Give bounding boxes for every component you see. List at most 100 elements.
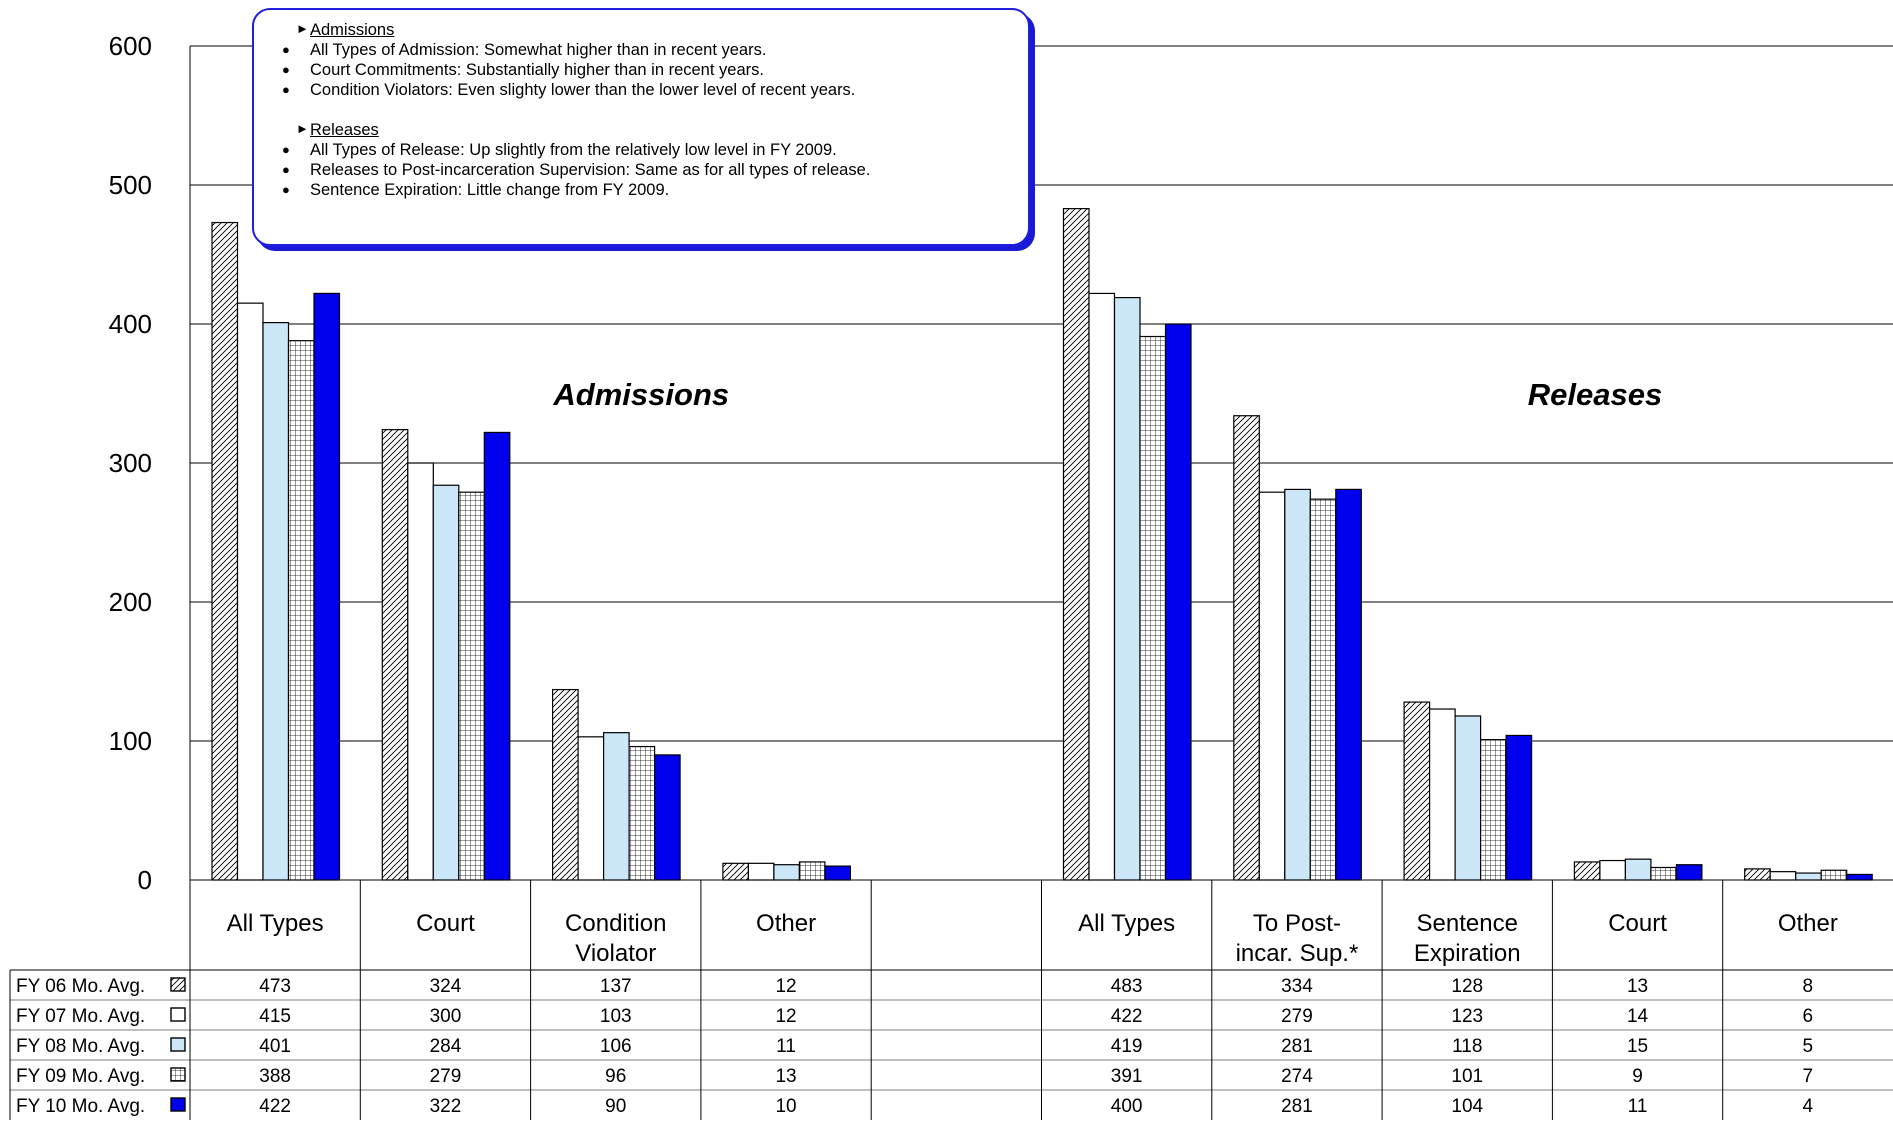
note-item: All Types of Release: Up slightly from t… <box>282 140 1028 160</box>
bar <box>628 745 656 881</box>
releases-heading: ► Releases <box>282 120 1028 140</box>
note-item: Court Commitments: Substantially higher … <box>282 60 1028 80</box>
bar <box>577 736 605 881</box>
table-cell: 483 <box>1111 976 1143 997</box>
y-tick-label: 500 <box>109 170 152 200</box>
y-tick-label: 0 <box>138 865 152 895</box>
releases-notes: All Types of Release: Up slightly from t… <box>282 140 1028 200</box>
table-cell: 7 <box>1803 1066 1814 1087</box>
x-tick-label: To Post- <box>1253 910 1341 937</box>
table-cell: 284 <box>430 1036 462 1057</box>
x-tick-label: incar. Sup.* <box>1236 940 1359 967</box>
bar <box>1454 715 1482 881</box>
x-tick-label: Court <box>1608 910 1667 937</box>
bar <box>551 688 579 881</box>
x-tick-label: Other <box>1778 910 1838 937</box>
x-tick-label: Expiration <box>1414 940 1521 967</box>
table-cell: 400 <box>1111 1096 1143 1117</box>
bar <box>824 865 852 881</box>
bar <box>407 462 434 881</box>
table-cell: 415 <box>259 1006 291 1027</box>
triangle-bullet-icon: ► <box>296 121 309 136</box>
bar <box>1573 861 1601 881</box>
bar <box>1335 488 1362 881</box>
note-item: Condition Violators: Even slighty lower … <box>282 80 1028 100</box>
table-cell: 322 <box>430 1096 462 1117</box>
table-cell: 401 <box>259 1036 291 1057</box>
table-cell: 128 <box>1451 976 1483 997</box>
legend-label: FY 07 Mo. Avg. <box>16 1006 145 1027</box>
bar <box>1164 323 1192 881</box>
table-cell: 123 <box>1451 1006 1483 1027</box>
legend-swatch <box>170 1007 186 1022</box>
bar <box>1769 871 1797 881</box>
bar <box>798 861 826 881</box>
table-cell: 96 <box>605 1066 626 1087</box>
bar <box>1088 292 1116 881</box>
bar <box>432 484 460 881</box>
table-cell: 324 <box>430 976 462 997</box>
bar <box>1403 701 1431 881</box>
note-item: Sentence Expiration: Little change from … <box>282 180 1028 200</box>
bar <box>236 302 264 881</box>
bar <box>1284 488 1311 881</box>
table-cell: 279 <box>430 1066 462 1087</box>
bar <box>602 732 630 881</box>
x-tick-label: Condition <box>565 910 666 937</box>
bar <box>1062 208 1090 881</box>
table-cell: 391 <box>1111 1066 1143 1087</box>
table-cell: 422 <box>1111 1006 1143 1027</box>
legend-swatch <box>170 1037 186 1052</box>
admissions-heading: ► Admissions <box>282 20 1028 40</box>
table-cell: 14 <box>1627 1006 1649 1027</box>
releases-heading-text: Releases <box>310 121 379 139</box>
note-item: Releases to Post-incarceration Supervisi… <box>282 160 1028 180</box>
x-tick-label: Other <box>756 910 816 937</box>
bar <box>747 862 775 881</box>
legend-label: FY 09 Mo. Avg. <box>16 1066 145 1087</box>
x-tick-label: All Types <box>227 910 324 937</box>
x-tick-label: All Types <box>1078 910 1175 937</box>
bar <box>1846 873 1873 881</box>
triangle-bullet-icon: ► <box>296 21 309 36</box>
table-cell: 12 <box>775 1006 796 1027</box>
bar <box>483 431 511 881</box>
admissions-heading-text: Admissions <box>310 21 395 39</box>
bar <box>287 340 315 881</box>
group-title: Admissions <box>552 377 729 412</box>
table-cell: 8 <box>1803 976 1814 997</box>
bar <box>1309 498 1337 881</box>
bar <box>458 491 485 881</box>
y-tick-label: 200 <box>109 587 152 617</box>
bar <box>1479 739 1507 881</box>
table-cell: 274 <box>1281 1066 1313 1087</box>
y-tick-label: 100 <box>109 726 152 756</box>
table-cell: 90 <box>605 1096 626 1117</box>
table-cell: 422 <box>259 1096 291 1117</box>
admissions-notes: All Types of Admission: Somewhat higher … <box>282 40 1028 100</box>
note-item: All Types of Admission: Somewhat higher … <box>282 40 1028 60</box>
table-cell: 11 <box>776 1036 796 1057</box>
bar <box>262 322 290 881</box>
bar <box>1599 859 1627 881</box>
bar <box>313 292 341 881</box>
x-tick-label: Violator <box>575 940 656 967</box>
table-cell: 12 <box>775 976 796 997</box>
bar <box>722 862 750 881</box>
y-tick-label: 600 <box>109 31 152 61</box>
bar <box>1505 734 1533 881</box>
x-tick-label: Court <box>416 910 475 937</box>
bar <box>1428 708 1456 881</box>
bar <box>381 429 409 881</box>
bar <box>1820 869 1848 881</box>
table-cell: 300 <box>430 1006 462 1027</box>
bar <box>653 754 681 881</box>
table-cell: 5 <box>1803 1036 1814 1057</box>
table-cell: 279 <box>1281 1006 1313 1027</box>
bar <box>773 864 801 881</box>
table-cell: 9 <box>1632 1066 1643 1087</box>
table-cell: 13 <box>775 1066 796 1087</box>
table-cell: 104 <box>1451 1096 1483 1117</box>
